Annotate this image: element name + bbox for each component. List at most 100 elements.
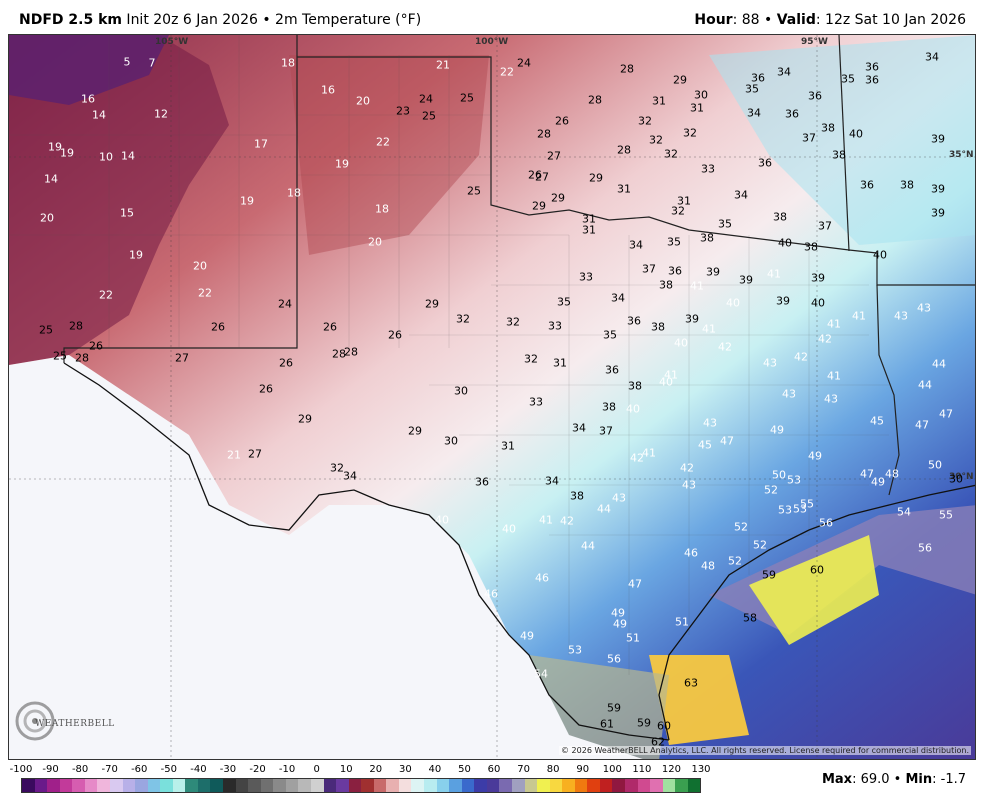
temperature-map[interactable]: 105°W 100°W 95°W 35°N 30°N 5 7 18 21 22 24 28 2…	[8, 34, 976, 760]
temperature-label: 47	[939, 407, 953, 421]
temperature-label: 39	[706, 265, 720, 279]
hour-value: : 88 •	[732, 12, 777, 28]
colorbar-swatch	[424, 779, 437, 792]
temperature-label: 32	[524, 352, 538, 366]
init-and-variable: Init 20z 6 Jan 2026 • 2m Temperature (°F…	[121, 12, 422, 28]
temperature-label: 16	[321, 83, 335, 97]
temperature-label: 44	[581, 539, 595, 553]
colorbar-swatch	[549, 779, 563, 792]
temperature-label: 38	[700, 231, 714, 245]
colorbar-swatch	[34, 779, 48, 792]
temperature-label: 44	[932, 357, 946, 371]
temperature-label: 42	[794, 350, 808, 364]
temperature-label: 19	[335, 157, 349, 171]
copyright-notice: © 2026 WeatherBELL Analytics, LLC. All r…	[559, 746, 971, 755]
temperature-label: 52	[764, 483, 778, 497]
temperature-label: 53	[778, 503, 792, 517]
temperature-label: 28	[617, 143, 631, 157]
temperature-label: 50	[928, 458, 942, 472]
temperature-label: 29	[589, 171, 603, 185]
colorbar-tick-label: -40	[190, 764, 207, 775]
temperature-label: 36	[605, 363, 619, 377]
temperature-label: 54	[897, 505, 911, 519]
temperature-label: 30	[949, 472, 963, 486]
temperature-label: 40	[849, 127, 863, 141]
temperature-label: 22	[99, 288, 113, 302]
colorbar-swatch	[22, 779, 35, 792]
colorbar-swatch	[599, 779, 613, 792]
temperature-label: 32	[638, 114, 652, 128]
temperature-label: 33	[579, 270, 593, 284]
temperature-label: 41	[827, 317, 841, 331]
temperature-label: 31	[677, 194, 691, 208]
temperature-label: 35	[718, 217, 732, 231]
colorbar-swatch	[310, 779, 324, 792]
map-canvas	[9, 35, 975, 759]
coldest-region	[9, 35, 169, 105]
temperature-label: 20	[40, 211, 54, 225]
temperature-label: 46	[535, 571, 549, 585]
colorbar-swatch	[562, 779, 575, 792]
colorbar-swatch	[72, 779, 85, 792]
temperature-label: 37	[818, 219, 832, 233]
colorbar-swatch	[411, 779, 424, 792]
colorbar-tick-label: 70	[517, 764, 530, 775]
temperature-label: 7	[148, 56, 156, 70]
temperature-label: 31	[553, 356, 567, 370]
temperature-label: 25	[467, 184, 481, 198]
lon-label-105w: 105°W	[155, 37, 189, 47]
temperature-label: 44	[918, 378, 932, 392]
temperature-label: 36	[860, 178, 874, 192]
colorbar-strip	[21, 778, 701, 793]
temperature-label: 29	[408, 424, 422, 438]
temperature-label: 49	[770, 423, 784, 437]
temperature-label: 46	[484, 587, 498, 601]
temperature-label: 5	[123, 55, 131, 69]
temperature-label: 38	[659, 278, 673, 292]
temperature-label: 45	[870, 414, 884, 428]
temperature-label: 52	[753, 538, 767, 552]
temperature-label: 48	[701, 559, 715, 573]
temperature-label: 40	[873, 248, 887, 262]
colorbar-ticks: -100 -90 -80 -70 -60 -50 -40 -30 -20 -10 0 10 20 30 40…	[8, 764, 711, 778]
temperature-label: 31	[690, 101, 704, 115]
temperature-label: 33	[529, 395, 543, 409]
temperature-label: 34	[777, 65, 791, 79]
temperature-label: 35	[557, 295, 571, 309]
temperature-label: 40	[674, 336, 688, 350]
temperature-label: 43	[763, 356, 777, 370]
temperature-label: 29	[298, 412, 312, 426]
temperature-label: 26	[279, 356, 293, 370]
temperature-label: 62	[651, 735, 665, 749]
state-borders	[63, 35, 975, 496]
temperature-label: 40	[659, 375, 673, 389]
temperature-label: 32	[664, 147, 678, 161]
temperature-label: 19	[48, 140, 62, 154]
temperature-label: 36	[758, 156, 772, 170]
colorbar-swatch	[273, 779, 286, 792]
temperature-label: 39	[931, 132, 945, 146]
temperature-label: 39	[931, 182, 945, 196]
colorbar-swatch	[298, 779, 311, 792]
colorbar-swatch	[361, 779, 374, 792]
temperature-label: 58	[743, 611, 757, 625]
temperature-label: 46	[684, 546, 698, 560]
colorbar-tick-label: 60	[487, 764, 501, 775]
temperature-label: 56	[819, 516, 833, 530]
colorbar-swatch	[486, 779, 500, 792]
temperature-label: 26	[528, 168, 542, 182]
colorbar-tick-label: -60	[131, 764, 148, 775]
temperature-label: 33	[548, 319, 562, 333]
temperature-label: 49	[613, 617, 627, 631]
temperature-label: 16	[81, 92, 95, 106]
mexico-landmass	[9, 355, 643, 759]
northeast-cool	[709, 35, 975, 245]
temperature-label: 36	[865, 60, 879, 74]
colorbar-tick-label: -100	[9, 764, 33, 775]
temperature-label: 41	[852, 309, 866, 323]
colorbar-tick-label: -90	[42, 764, 59, 775]
colorbar-swatch	[109, 779, 123, 792]
temperature-label: 26	[388, 328, 402, 342]
lon-label-95w: 95°W	[801, 37, 828, 47]
colorbar-swatch	[285, 779, 299, 792]
